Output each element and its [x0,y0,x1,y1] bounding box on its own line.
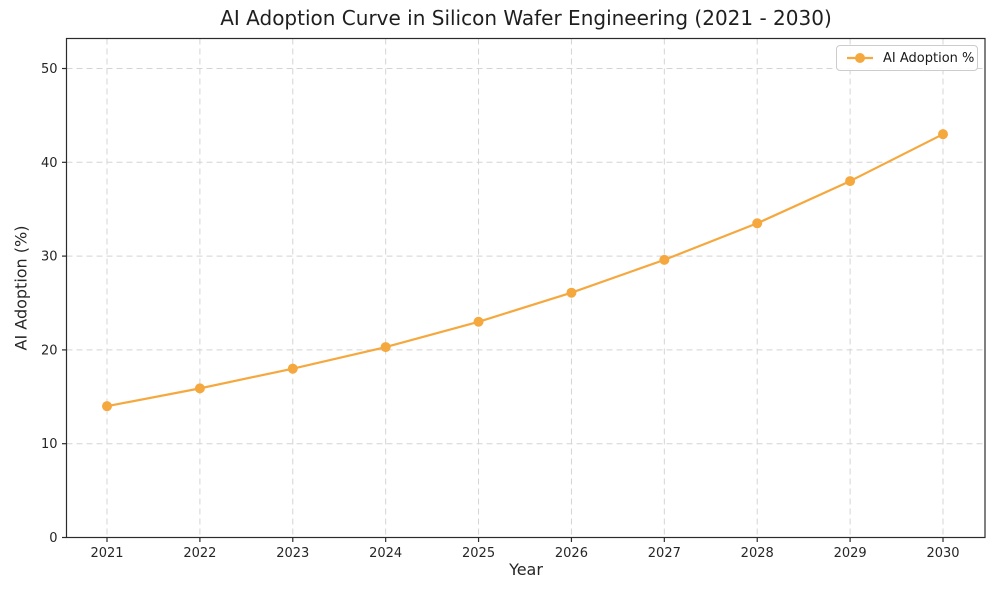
y-tick-label: 50 [41,62,58,77]
x-tick-label: 2025 [462,546,495,561]
data-line [105,133,945,408]
x-axis-label: Year [509,560,543,579]
y-tick-label: 40 [41,156,58,171]
data-point [566,287,577,298]
x-tick-label: 2022 [183,546,216,561]
data-point [102,401,112,412]
legend: AI Adoption % [836,45,978,71]
y-tick-label: 0 [49,531,57,546]
x-tick-label: 2026 [555,546,588,561]
data-point [752,218,763,229]
data-point [659,254,670,265]
x-tick-label: 2024 [369,546,402,561]
data-point [287,363,298,374]
legend-label: AI Adoption % [883,50,975,66]
x-tick-label: 2028 [741,546,774,561]
data-point [473,316,484,327]
x-tick-label: 2029 [834,546,867,561]
axes-border [65,37,986,539]
data-point [845,176,856,187]
data-point [380,342,391,353]
legend-line-marker-icon [847,53,873,63]
x-tick-label: 2023 [276,546,309,561]
data-point [938,129,948,140]
x-tick-label: 2027 [648,546,681,561]
x-tick-label: 2030 [926,546,959,561]
y-tick-label: 20 [41,343,58,358]
x-tick-label: 2021 [90,546,123,561]
y-tick-label: 10 [41,437,58,452]
chart-title: AI Adoption Curve in Silicon Wafer Engin… [220,6,832,30]
data-point [194,383,205,394]
y-tick-label: 30 [41,250,58,265]
